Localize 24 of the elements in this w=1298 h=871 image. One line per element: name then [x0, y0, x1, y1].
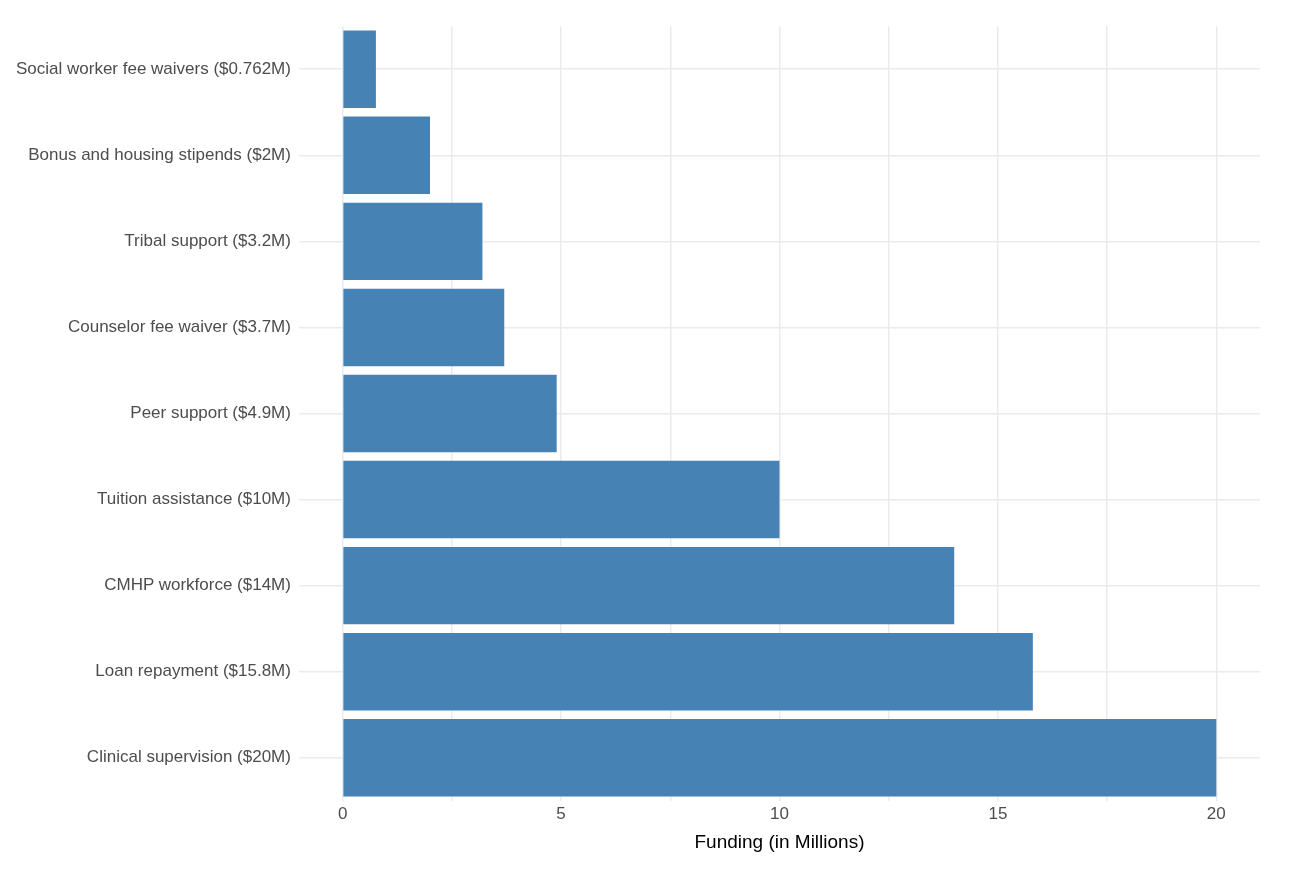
x-tick-label: 20: [1206, 803, 1226, 823]
x-axis-title: Funding (in Millions): [694, 830, 865, 852]
x-tick-label: 5: [556, 803, 566, 823]
y-tick-label: Counselor fee waiver ($3.7M): [67, 317, 291, 337]
bar: [343, 719, 1217, 797]
y-tick-label: CMHP workforce ($14M): [104, 575, 291, 595]
y-tick-label: Tuition assistance ($10M): [96, 489, 291, 509]
bar: [343, 546, 955, 625]
y-tick-label: Tribal support ($3.2M): [124, 231, 291, 251]
bar: [343, 288, 505, 367]
y-tick-label: Peer support ($4.9M): [130, 403, 291, 423]
bar: [343, 30, 376, 108]
bar: [343, 202, 483, 281]
bar: [343, 632, 1033, 711]
y-tick-label: Bonus and housing stipends ($2M): [28, 144, 291, 164]
y-tick-label: Loan repayment ($15.8M): [95, 661, 291, 681]
bar: [343, 116, 430, 195]
x-tick-label: 10: [770, 803, 789, 823]
x-tick-label: 15: [988, 803, 1008, 823]
y-tick-label: Social worker fee waivers ($0.762M): [15, 58, 291, 78]
bar: [343, 374, 557, 453]
x-tick-label: 0: [337, 803, 348, 823]
y-tick-label: Clinical supervision ($20M): [86, 747, 291, 767]
bar: [343, 460, 780, 539]
